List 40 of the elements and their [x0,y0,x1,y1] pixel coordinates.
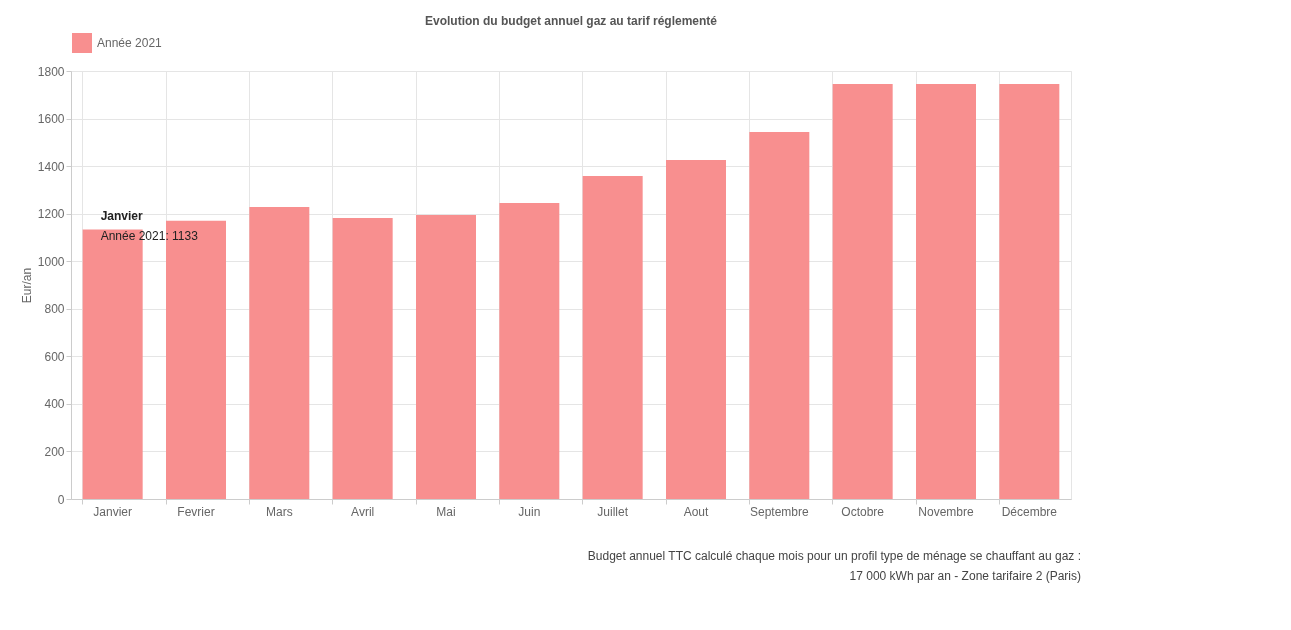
legend-label: Année 2021 [97,36,163,50]
bar [332,217,393,499]
y-tick-label: 400 [44,397,65,412]
x-tick-label: Septembre [749,504,810,519]
chart-title: Evolution du budget annuel gaz au tarif réglementé [424,14,718,28]
bar [499,202,560,499]
text: 17 000 kWh par an - Zone tarifaire 2 (Paris) [849,569,1081,583]
x-tick-label: Mars [266,504,293,519]
bar [416,215,476,499]
y-tick-label: 800 [44,302,65,317]
y-tick-label: 1600 [37,112,65,127]
x-tick-label: Janvier [93,504,133,519]
bar [999,84,1060,499]
bar [666,159,726,499]
bar [916,84,976,499]
annotation: Janvier [100,208,144,223]
x-tick-label: Juin [518,504,541,519]
annotation: Année 2021: 1133 [100,228,199,243]
x-tick-label: Juillet [597,504,629,519]
y-tick-label: 1800 [37,64,65,79]
text: Budget annuel TTC calculé chaque mois pour un profil type de ménage se chauffant au gaz : [587,549,1081,563]
x-tick-label: Novembre [918,504,974,519]
bar [166,220,226,499]
bar [832,84,893,499]
y-tick-label: 1400 [37,159,65,174]
bar [582,176,643,499]
x-tick-label: Mai [436,504,456,519]
y-tick-label: 600 [44,349,65,364]
y-tick-label: 1000 [37,254,65,269]
bar [749,132,810,499]
y-tick-label: 200 [44,444,65,459]
x-tick-label: Octobre [841,504,885,519]
y-axis-title: Eur/an [19,267,34,304]
x-tick-label: Fevrier [177,504,215,519]
x-tick-label: Avril [351,504,375,519]
y-tick-label: 0 [57,492,65,507]
x-tick-label: Décembre [1001,504,1058,519]
y-tick-label: 1200 [37,207,65,222]
bar [249,207,310,499]
x-tick-label: Aout [683,504,710,519]
